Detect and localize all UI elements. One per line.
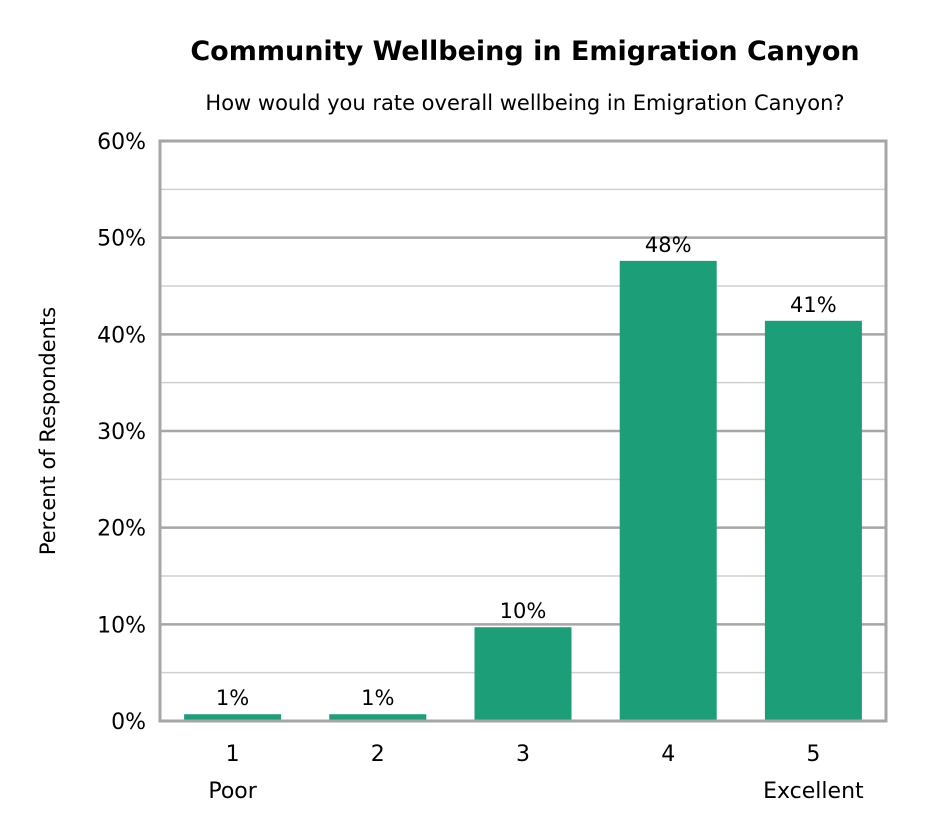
x-tick-label: 3 [516, 742, 530, 767]
x-ticks: 1 Poor 2 3 4 5 Excellent [208, 742, 864, 804]
bars [184, 260, 862, 721]
bar [474, 627, 572, 721]
x-tick-label: 5 [806, 742, 820, 767]
data-label: 1% [216, 686, 249, 710]
y-tick-label: 0% [111, 710, 146, 735]
data-label: 10% [500, 599, 547, 623]
bar [184, 714, 282, 721]
y-tick-label: 60% [97, 130, 146, 155]
x-tick-sublabel: Excellent [763, 779, 864, 804]
chart-title: Community Wellbeing in Emigration Canyon [190, 36, 859, 67]
x-tick-sublabel: Poor [208, 779, 257, 804]
y-ticks: 0% 10% 20% 30% 40% 50% 60% [97, 130, 146, 735]
data-label: 41% [790, 293, 837, 317]
x-tick-label: 1 [226, 742, 240, 767]
x-tick-label: 4 [661, 742, 675, 767]
data-label: 1% [361, 686, 394, 710]
bar [764, 320, 862, 721]
y-tick-label: 20% [97, 517, 146, 542]
y-tick-label: 50% [97, 227, 146, 252]
x-tick-label: 2 [371, 742, 385, 767]
bar [329, 714, 427, 721]
chart-subtitle: How would you rate overall wellbeing in … [205, 91, 844, 115]
y-tick-label: 40% [97, 323, 146, 348]
y-tick-label: 10% [97, 613, 146, 638]
data-labels: 1% 1% 10% 48% 41% [216, 233, 837, 710]
data-label: 48% [645, 233, 692, 257]
y-axis-label: Percent of Respondents [36, 307, 60, 555]
bar [619, 260, 717, 721]
plot-border [158, 139, 888, 723]
y-tick-label: 30% [97, 420, 146, 445]
